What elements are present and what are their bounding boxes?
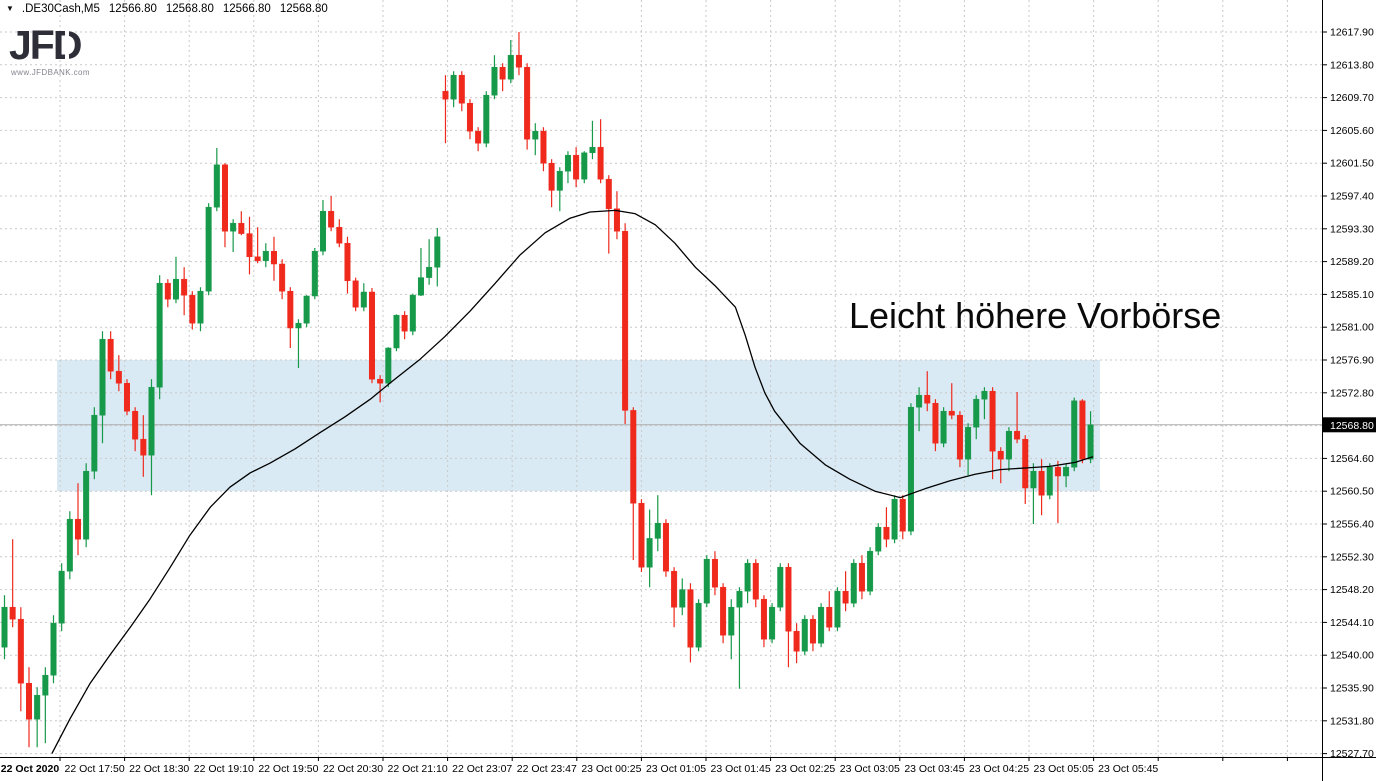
- svg-text:12605.60: 12605.60: [1330, 125, 1374, 137]
- svg-text:12585.10: 12585.10: [1330, 289, 1374, 301]
- svg-text:12617.90: 12617.90: [1330, 27, 1374, 39]
- svg-text:23 Oct 01:45: 23 Oct 01:45: [711, 763, 771, 775]
- symbol-info-bar: ▼ .DE30Cash,M5 12566.80 12568.80 12566.8…: [6, 3, 328, 15]
- svg-text:12564.60: 12564.60: [1330, 453, 1374, 465]
- svg-text:12572.80: 12572.80: [1330, 387, 1374, 399]
- svg-text:12576.90: 12576.90: [1330, 355, 1374, 367]
- svg-text:12531.80: 12531.80: [1330, 715, 1374, 727]
- svg-text:23 Oct 04:25: 23 Oct 04:25: [969, 763, 1029, 775]
- svg-text:22 Oct 17:50: 22 Oct 17:50: [65, 763, 125, 775]
- candles-group: [1, 32, 1094, 748]
- symbol-dropdown-icon[interactable]: ▼: [6, 4, 14, 13]
- svg-text:22 Oct 19:10: 22 Oct 19:10: [194, 763, 254, 775]
- jfd-logo-slit: [65, 26, 69, 64]
- ohlc-high: 12568.80: [165, 3, 214, 15]
- svg-text:23 Oct 03:05: 23 Oct 03:05: [840, 763, 900, 775]
- ohlc-low: 12566.80: [222, 3, 271, 15]
- svg-text:22 Oct 23:47: 22 Oct 23:47: [517, 763, 577, 775]
- svg-text:23 Oct 00:25: 23 Oct 00:25: [581, 763, 641, 775]
- svg-text:12597.40: 12597.40: [1330, 191, 1374, 203]
- svg-text:12556.40: 12556.40: [1330, 519, 1374, 531]
- svg-text:12613.80: 12613.80: [1330, 59, 1374, 71]
- svg-text:12581.00: 12581.00: [1330, 322, 1374, 334]
- svg-text:12544.10: 12544.10: [1330, 617, 1374, 629]
- ma-line: [51, 209, 1094, 754]
- svg-text:22 Oct 23:07: 22 Oct 23:07: [452, 763, 512, 775]
- svg-text:12560.50: 12560.50: [1330, 486, 1374, 498]
- jfd-logo: JFD www.JFDBANK.com: [9, 22, 90, 78]
- svg-text:22 Oct 21:10: 22 Oct 21:10: [388, 763, 448, 775]
- current-price-tag: 12568.80: [1323, 417, 1376, 433]
- symbol-name: .DE30Cash,M5: [21, 3, 100, 15]
- ohlc-open: 12566.80: [108, 3, 157, 15]
- svg-text:12568.80: 12568.80: [1330, 420, 1374, 432]
- svg-text:23 Oct 05:05: 23 Oct 05:05: [1034, 763, 1094, 775]
- svg-text:22 Oct 18:30: 22 Oct 18:30: [129, 763, 189, 775]
- svg-text:22 Oct 20:30: 22 Oct 20:30: [323, 763, 383, 775]
- svg-text:12548.20: 12548.20: [1330, 584, 1374, 596]
- y-axis-labels[interactable]: 12617.90 12613.80 12609.70 12605.60 12601.50…: [1330, 27, 1374, 761]
- x-axis-labels[interactable]: 22 Oct 2020 22 Oct 17:50 22 Oct 18:30 22 Oc…: [1, 763, 1159, 775]
- svg-text:23 Oct 03:45: 23 Oct 03:45: [904, 763, 964, 775]
- annotation-text: Leicht höhere Vorbörse: [849, 295, 1222, 336]
- svg-text:12552.30: 12552.30: [1330, 551, 1374, 563]
- svg-text:23 Oct 02:25: 23 Oct 02:25: [775, 763, 835, 775]
- svg-text:22 Oct 2020: 22 Oct 2020: [1, 763, 60, 775]
- svg-text:12609.70: 12609.70: [1330, 92, 1374, 104]
- svg-text:12540.00: 12540.00: [1330, 650, 1374, 662]
- svg-text:12527.70: 12527.70: [1330, 748, 1374, 760]
- svg-text:12593.30: 12593.30: [1330, 223, 1374, 235]
- svg-text:22 Oct 19:50: 22 Oct 19:50: [258, 763, 318, 775]
- ohlc-close: 12568.80: [279, 3, 328, 15]
- jfd-logo-website: www.JFDBANK.com: [11, 68, 90, 77]
- jfd-logo-text: JFD: [9, 22, 82, 68]
- grid: [0, 0, 1322, 757]
- svg-text:12535.90: 12535.90: [1330, 683, 1374, 695]
- svg-text:23 Oct 05:45: 23 Oct 05:45: [1098, 763, 1158, 775]
- svg-text:12601.50: 12601.50: [1330, 158, 1374, 170]
- svg-text:12589.20: 12589.20: [1330, 256, 1374, 268]
- svg-text:23 Oct 01:05: 23 Oct 01:05: [646, 763, 706, 775]
